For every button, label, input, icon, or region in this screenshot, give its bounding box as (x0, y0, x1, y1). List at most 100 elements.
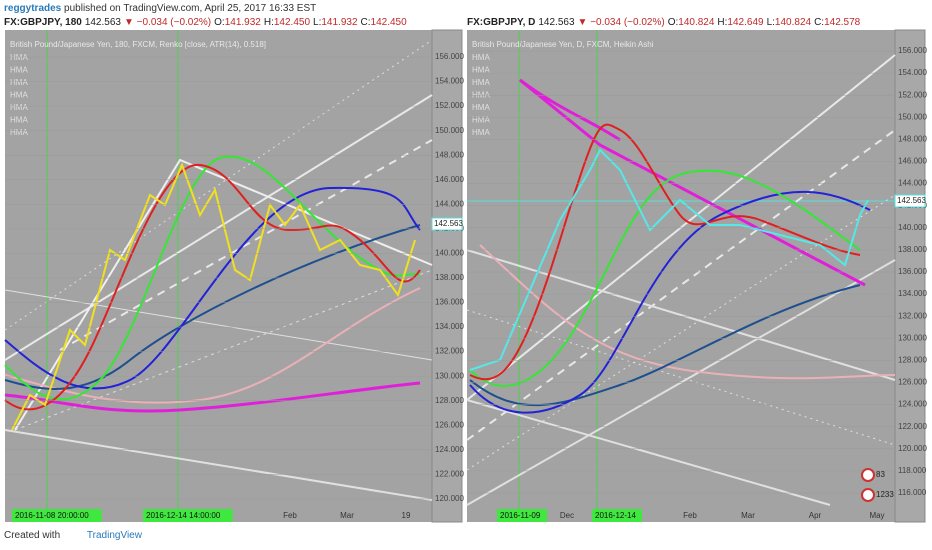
last-price: 142.563 (897, 196, 926, 205)
chart-title: British Pound/Japanese Yen, 180, FXCM, R… (10, 40, 266, 49)
ohlc-label: C: (814, 17, 825, 28)
badge-label: 83 (876, 470, 885, 479)
price: 142.563 (538, 17, 575, 28)
ohlc-value: 142.450 (273, 17, 311, 28)
price-axis (894, 29, 926, 523)
date-marker (592, 509, 642, 522)
x-tick-label: Feb (283, 511, 297, 520)
right-drawings (466, 30, 896, 522)
y-tick-label: 156.000 (898, 46, 927, 55)
ohlc-value: 140.824 (774, 17, 812, 28)
ohlc-value: 141.932 (224, 17, 261, 28)
ohlc-value: 142.578 (824, 17, 861, 28)
indicator-label: HMA (10, 128, 28, 137)
x-tick-label: 19 (402, 511, 411, 520)
author[interactable]: reggytrades (4, 3, 62, 14)
badge-label: 1233 (876, 490, 894, 499)
y-tick-label: 136.000 (435, 298, 464, 307)
y-tick-label: 134.000 (435, 322, 464, 331)
y-tick-label: 152.000 (898, 90, 927, 99)
chart-area (467, 30, 895, 522)
y-tick-label: 144.000 (435, 199, 464, 208)
ohlc-value: 142.450 (370, 17, 407, 28)
y-tick-label: 136.000 (898, 267, 927, 276)
y-tick-label: 140.000 (435, 249, 464, 258)
ohlc-label: O: (667, 17, 679, 28)
brand[interactable]: TradingView (86, 530, 142, 541)
ohlc-label: L: (313, 17, 322, 28)
ohlc-label: H: (717, 17, 728, 28)
footer: Created with TradingView (4, 530, 142, 541)
y-tick-label: 146.000 (898, 157, 927, 166)
symbol: FX:GBPJPY, 180 (4, 17, 82, 28)
last-price: 142.563 (434, 219, 463, 228)
y-tick-label: 120.000 (898, 444, 927, 453)
date-marker (12, 509, 102, 522)
change: ▼ −0.034 (−0.02%) (123, 17, 212, 28)
y-tick-label: 154.000 (435, 77, 464, 86)
symbol-header: FX:GBPJPY, 180 142.563 ▼ −0.034 (−0.02%) O:… (4, 17, 410, 28)
date-marker-label: 2016-11-08 20:00:00 (15, 511, 89, 520)
badge (861, 488, 875, 502)
x-tick-label: Mar (741, 511, 755, 520)
ohlc-value: 141.932 (321, 17, 358, 28)
date-marker-label: 2016-12-14 14:00:00 (146, 511, 221, 520)
indicator-label: HMA (10, 91, 28, 100)
y-tick-label: 148.000 (898, 135, 927, 144)
last-price-box (894, 194, 926, 208)
symbol: FX:GBPJPY, D (467, 17, 536, 28)
indicator-label: HMA (472, 128, 490, 137)
indicator-label: HMA (10, 78, 28, 87)
ohlc-label: H: (263, 17, 274, 28)
y-tick-label: 134.000 (898, 289, 927, 298)
y-tick-label: 146.000 (435, 175, 464, 184)
left-drawings (4, 30, 433, 522)
x-tick-label: May (869, 511, 884, 520)
change: ▼ −0.034 (−0.02%) (577, 17, 665, 28)
indicator-label: HMA (10, 53, 28, 62)
ohlc-label: C: (360, 17, 371, 28)
indicator-label: HMA (472, 66, 490, 75)
publish-line: reggytrades published on TradingView.com… (4, 3, 316, 14)
indicator-label: HMA (472, 116, 490, 125)
published: published on TradingView.com, April 25, … (64, 3, 317, 14)
y-tick-label: 140.000 (898, 223, 927, 232)
y-tick-label: 116.000 (898, 488, 927, 497)
last-price-box (431, 217, 463, 231)
x-tick-label: Apr (809, 511, 822, 520)
indicator-label: HMA (10, 66, 28, 75)
y-tick-label: 138.000 (435, 273, 464, 282)
y-tick-label: 130.000 (435, 371, 464, 380)
y-tick-label: 132.000 (898, 311, 927, 320)
y-tick-label: 124.000 (898, 400, 927, 409)
price-axis (431, 29, 463, 523)
date-marker (143, 509, 233, 522)
y-tick-label: 152.000 (435, 101, 464, 110)
chart-title: British Pound/Japanese Yen, D, FXCM, Hei… (472, 40, 654, 49)
date-marker (497, 509, 547, 522)
symbol-header: FX:GBPJPY, D 142.563 ▼ −0.034 (−0.02%) O: 14… (467, 17, 863, 28)
date-marker-label: 2016-12-14 (595, 511, 636, 520)
ohlc-value: 142.649 (727, 17, 764, 28)
indicator-label: HMA (10, 116, 28, 125)
ohlc-label: O: (214, 17, 225, 28)
y-tick-label: 124.000 (435, 445, 464, 454)
indicator-label: HMA (10, 103, 28, 112)
y-tick-label: 138.000 (898, 245, 927, 254)
y-tick-label: 120.000 (435, 494, 464, 503)
price: 142.563 (84, 17, 121, 28)
date-marker-label: 2016-11-09 (500, 511, 541, 520)
y-tick-label: 144.000 (898, 179, 927, 188)
y-tick-label: 128.000 (898, 356, 927, 365)
indicator-label: HMA (472, 78, 490, 87)
x-tick-label: Dec (560, 511, 574, 520)
y-tick-label: 154.000 (898, 68, 927, 77)
ohlc-label: L: (766, 17, 775, 28)
x-tick-label: Mar (340, 511, 354, 520)
y-tick-label: 132.000 (435, 347, 464, 356)
y-tick-label: 126.000 (898, 378, 927, 387)
y-tick-label: 148.000 (435, 150, 464, 159)
y-tick-label: 122.000 (435, 469, 464, 478)
